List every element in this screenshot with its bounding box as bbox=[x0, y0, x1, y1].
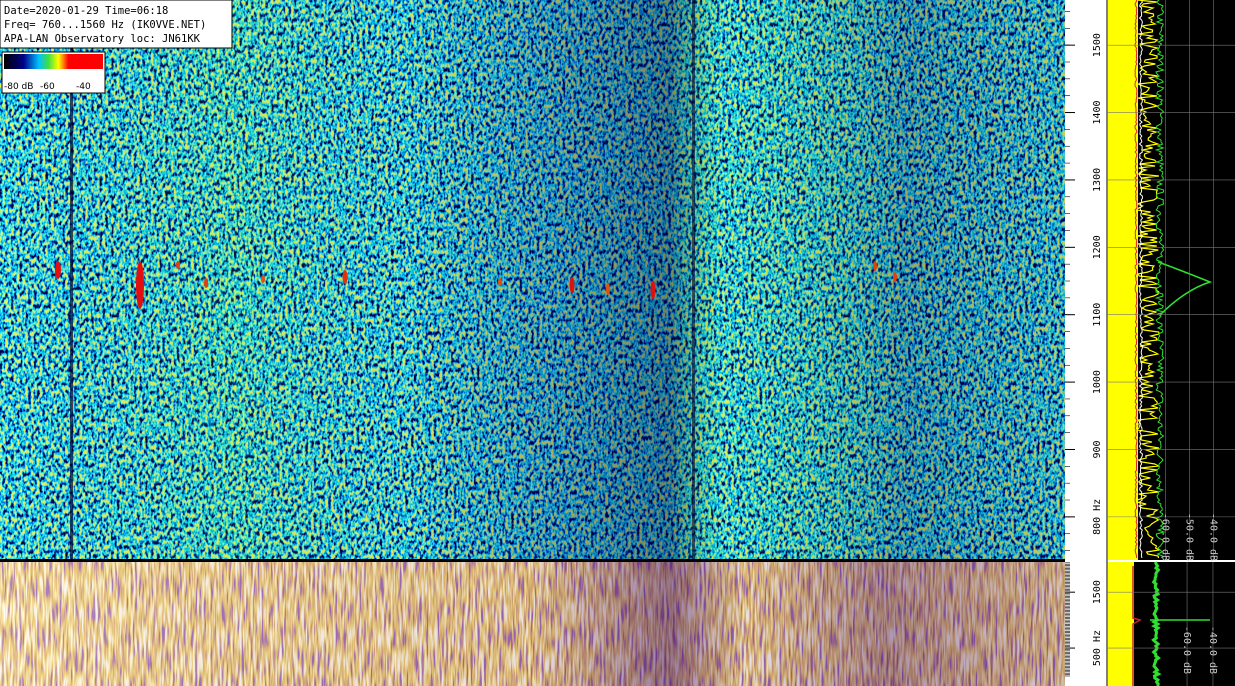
colorbar bbox=[4, 54, 103, 69]
x-tick-label: -40.0 dB bbox=[1207, 626, 1218, 674]
y-tick-label: 500 Hz bbox=[1092, 630, 1103, 666]
spectrum-trace bbox=[1135, 0, 1161, 559]
x-tick-label: -60.0 dB bbox=[1181, 626, 1192, 674]
y-tick-label: 1000 bbox=[1092, 370, 1103, 394]
meteor-echoes bbox=[55, 261, 897, 309]
x-tick-label: -50.0 dB bbox=[1183, 513, 1194, 561]
header-line: APA-LAN Observatory loc: JN61KK bbox=[4, 33, 201, 45]
dark-streak bbox=[70, 0, 73, 686]
freq-axis bbox=[1065, 0, 1107, 686]
y-tick-label: 1400 bbox=[1092, 100, 1103, 124]
header-line: Date=2020-01-29 Time=06:18 bbox=[4, 5, 168, 17]
waterfall-shading bbox=[0, 0, 1065, 560]
spectrum-trace bbox=[1151, 561, 1162, 686]
y-tick-label: 1300 bbox=[1092, 168, 1103, 192]
profile-traces bbox=[1108, 0, 1213, 686]
colorbar-label: -40 bbox=[76, 82, 91, 92]
waterfall-lower-shading bbox=[0, 562, 1065, 686]
y-tick-label: 800 Hz bbox=[1092, 499, 1103, 535]
separator bbox=[0, 559, 1065, 562]
header-box bbox=[0, 0, 233, 49]
x-tick-label: -40.0 dB bbox=[1207, 513, 1218, 561]
dark-streak bbox=[692, 0, 695, 560]
header-line: Freq= 760...1560 Hz (IK0VVE.NET) bbox=[4, 19, 206, 31]
y-tick-label: 1500 bbox=[1092, 33, 1103, 57]
spectrum-trace bbox=[1138, 0, 1144, 559]
carrier-peak bbox=[1157, 261, 1213, 316]
colorbar-label: -60 bbox=[40, 82, 55, 92]
x-tick-label: -60.0 dB bbox=[1160, 513, 1171, 561]
spectrum-trace bbox=[1134, 0, 1138, 559]
y-tick-label: 1200 bbox=[1092, 235, 1103, 259]
y-tick-label: 1100 bbox=[1092, 303, 1103, 327]
colorbar-label: -80 dB bbox=[4, 82, 33, 92]
y-tick-label: 1500 bbox=[1092, 580, 1103, 604]
avg-fill bbox=[1108, 562, 1134, 686]
avg-line bbox=[1132, 566, 1142, 686]
y-tick-label: 900 bbox=[1092, 440, 1103, 458]
avg-fill bbox=[1108, 0, 1138, 560]
spectrum-trace bbox=[1154, 0, 1166, 559]
